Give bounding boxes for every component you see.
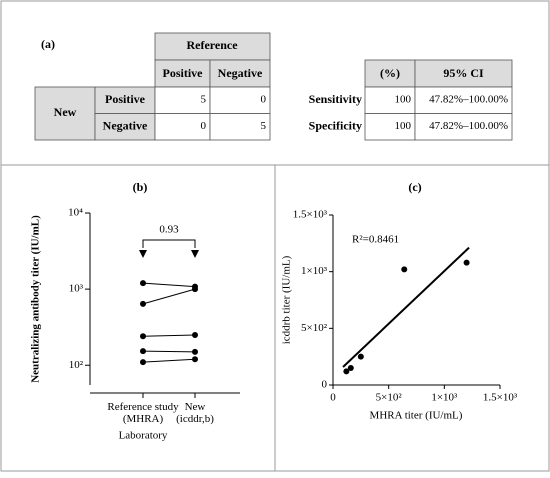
arrow-head [191,250,199,258]
series-line [142,282,196,288]
table-cell [364,59,416,88]
table-value: 5 [261,120,267,132]
data-point [357,353,364,360]
data-point [463,259,470,266]
arrow-head [139,250,147,258]
data-point [140,359,146,366]
trend-line [342,246,470,368]
series-line [142,288,196,305]
x-axis-label: Laboratory [119,430,168,442]
y-tick-label: 0 [322,379,328,391]
data-point [343,368,350,375]
table-value: 5 [201,94,207,106]
data-point [140,333,146,340]
x-tick-label: 0 [330,392,336,404]
y-tick-label: 10² [69,359,84,371]
row-header: Positive [105,92,146,106]
chart-title: (b) [133,180,148,194]
chart-title: (c) [408,180,421,194]
table-cell [414,113,513,141]
column-header: Positive [163,66,204,80]
table-cell [364,113,416,141]
table-value: 47.82%–100.00% [429,120,508,132]
row-header: Sensitivity [309,92,362,106]
table-value: 47.82%–100.00% [429,94,508,106]
x-tick-label: 1×10³ [431,392,458,404]
bracket [142,239,196,248]
annotation: 0.93 [159,224,179,236]
table-cell [209,113,271,141]
row-header: Specificity [309,118,362,132]
table-value: 0 [201,120,207,132]
data-point [401,266,408,273]
table-cell [364,86,416,114]
data-point [192,286,198,293]
y-axis-label: icddrb titer (IU/mL) [281,255,293,344]
table-value: 0 [261,94,267,106]
data-point [192,348,198,355]
data-point [140,348,146,355]
series-line [142,358,196,363]
row-group: New [54,105,77,119]
series-line [142,350,196,353]
data-point [140,300,146,307]
y-tick-label: 1.5×10³ [293,209,328,221]
data-point [140,280,146,287]
panel-label: (a) [41,37,55,51]
table-cell [414,59,513,88]
series-line [142,334,196,337]
table-cell [209,59,271,88]
y-tick-label: 10³ [69,283,84,295]
table-value: 100 [395,94,412,106]
column-header: Negative [218,66,263,80]
data-point [347,365,354,371]
table-cell [34,86,96,141]
table-header: Reference [186,38,238,52]
x-tick-label: 5×10² [376,392,403,404]
table-cell [154,32,271,61]
y-tick-label: 10⁴ [68,207,83,219]
row-header: Negative [103,118,148,132]
y-tick-label: 5×10² [301,322,328,334]
table-value: 100 [395,120,412,132]
column-header: 95% CI [443,66,484,80]
data-point [192,356,198,363]
table-cell [154,86,211,114]
x-tick-label: Reference study (MHRA) [107,401,179,425]
table-cell [414,86,513,114]
table-cell [154,113,211,141]
y-tick-label: 1×10³ [301,265,328,277]
table-cell [94,113,156,141]
x-axis-label: MHRA titer (IU/mL) [370,410,463,422]
x-tick-label: New (icddr,b) [176,401,214,425]
annotation: R²=0.8461 [352,234,399,246]
data-point [192,331,198,338]
y-axis-label: Neutralizing antibody titer (IU/mL) [30,215,42,383]
x-tick-label: 1.5×10³ [483,392,518,404]
column-header: (%) [380,66,400,80]
